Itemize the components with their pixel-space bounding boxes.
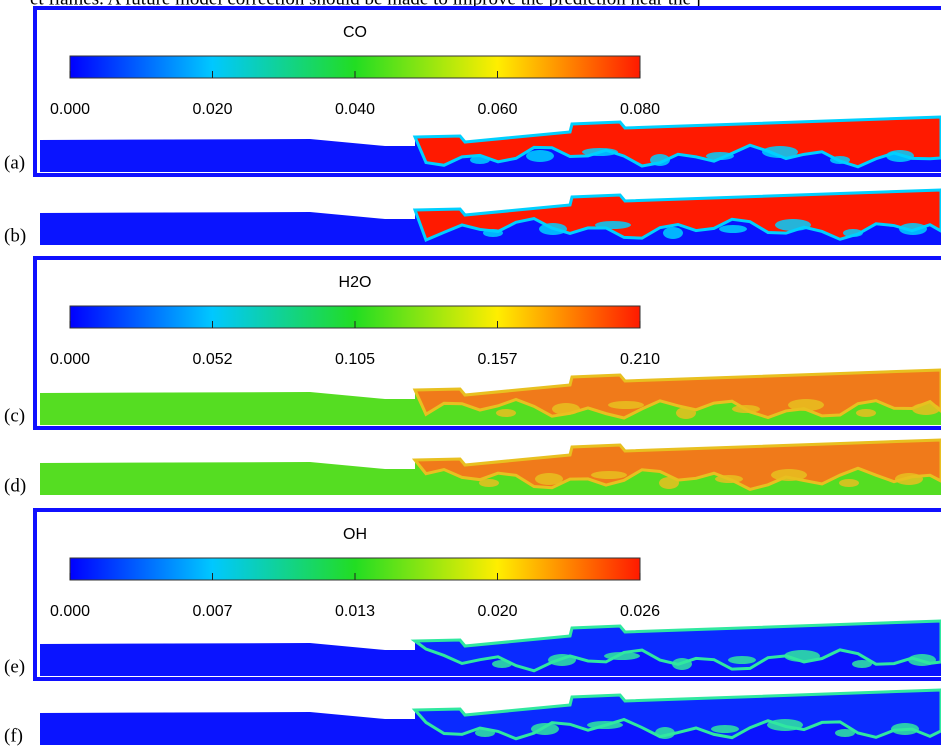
flow-blob: [531, 723, 559, 735]
colorbar-tick-label: 0.020: [192, 101, 232, 118]
panel-label: (a): [4, 152, 25, 173]
flow-blob: [856, 409, 876, 417]
flow-blob: [715, 475, 743, 483]
flow-blob: [539, 223, 567, 235]
colorbar-title: OH: [343, 526, 367, 543]
colorbar-tick-label: 0.013: [335, 603, 375, 620]
flow-blob: [526, 150, 554, 162]
flow-blob: [483, 229, 503, 237]
flow-blob: [891, 723, 919, 735]
flow-blob: [706, 152, 734, 160]
flow-blob: [676, 407, 696, 419]
flow-blob: [839, 479, 859, 487]
colorbar-tick-label: 0.000: [50, 603, 90, 620]
flow-blob: [595, 221, 631, 229]
flow-blob: [608, 401, 644, 409]
flow-blob: [650, 154, 670, 166]
colorbar-tick-label: 0.000: [50, 351, 90, 368]
flow-blob: [659, 477, 679, 489]
flow-blob: [496, 409, 516, 417]
flow-blob: [852, 660, 872, 668]
colorbar-title: CO: [343, 24, 367, 41]
flow-blob: [672, 658, 692, 670]
panel-label: (f): [4, 725, 23, 746]
flow-blob: [886, 150, 914, 162]
flow-blob: [895, 473, 923, 485]
flow-blob: [835, 729, 855, 737]
colorbar-tick-label: 0.105: [335, 351, 375, 368]
colorbar-tick-label: 0.020: [477, 603, 517, 620]
flow-blob: [663, 227, 683, 239]
flow-blob: [475, 729, 495, 737]
flow-blob: [732, 405, 760, 413]
flow-blob: [535, 473, 563, 485]
flow-blob: [548, 654, 576, 666]
figure: et flames. A future model correction sho…: [0, 0, 941, 747]
flow-blob: [591, 471, 627, 479]
colorbar-tick-label: 0.040: [335, 101, 375, 118]
flow-blob: [788, 399, 824, 411]
panel-label: (e): [4, 656, 25, 677]
flow-blob: [587, 721, 623, 729]
colorbar-tick-label: 0.052: [192, 351, 232, 368]
colorbar-tick-label: 0.007: [192, 603, 232, 620]
flow-blob: [655, 727, 675, 739]
flow-blob: [492, 660, 512, 668]
colorbar-title: H2O: [339, 274, 372, 291]
flow-blob: [728, 656, 756, 664]
flow-blob: [711, 725, 739, 733]
flow-blob: [784, 650, 820, 662]
colorbar-tick-label: 0.000: [50, 101, 90, 118]
flow-blob: [843, 229, 863, 237]
flow-blob: [479, 479, 499, 487]
flow-blob: [912, 403, 940, 415]
flow-blob: [719, 225, 747, 233]
flow-blob: [830, 156, 850, 164]
panel-label: (b): [4, 225, 26, 246]
colorbar-tick-label: 0.080: [620, 101, 660, 118]
flow-blob: [767, 719, 803, 731]
panel-label: (c): [4, 405, 25, 426]
flow-blob: [582, 148, 618, 156]
colorbar-tick-label: 0.060: [477, 101, 517, 118]
colorbar-tick-label: 0.210: [620, 351, 660, 368]
flow-blob: [771, 469, 807, 481]
flow-blob: [762, 146, 798, 158]
flow-blob: [908, 654, 936, 666]
flow-blob: [899, 223, 927, 235]
flow-blob: [604, 652, 640, 660]
panel-label: (d): [4, 475, 26, 496]
colorbar-tick-label: 0.157: [477, 351, 517, 368]
flow-blob: [552, 403, 580, 415]
flow-blob: [775, 219, 811, 231]
colorbar-tick-label: 0.026: [620, 603, 660, 620]
flow-blob: [470, 156, 490, 164]
